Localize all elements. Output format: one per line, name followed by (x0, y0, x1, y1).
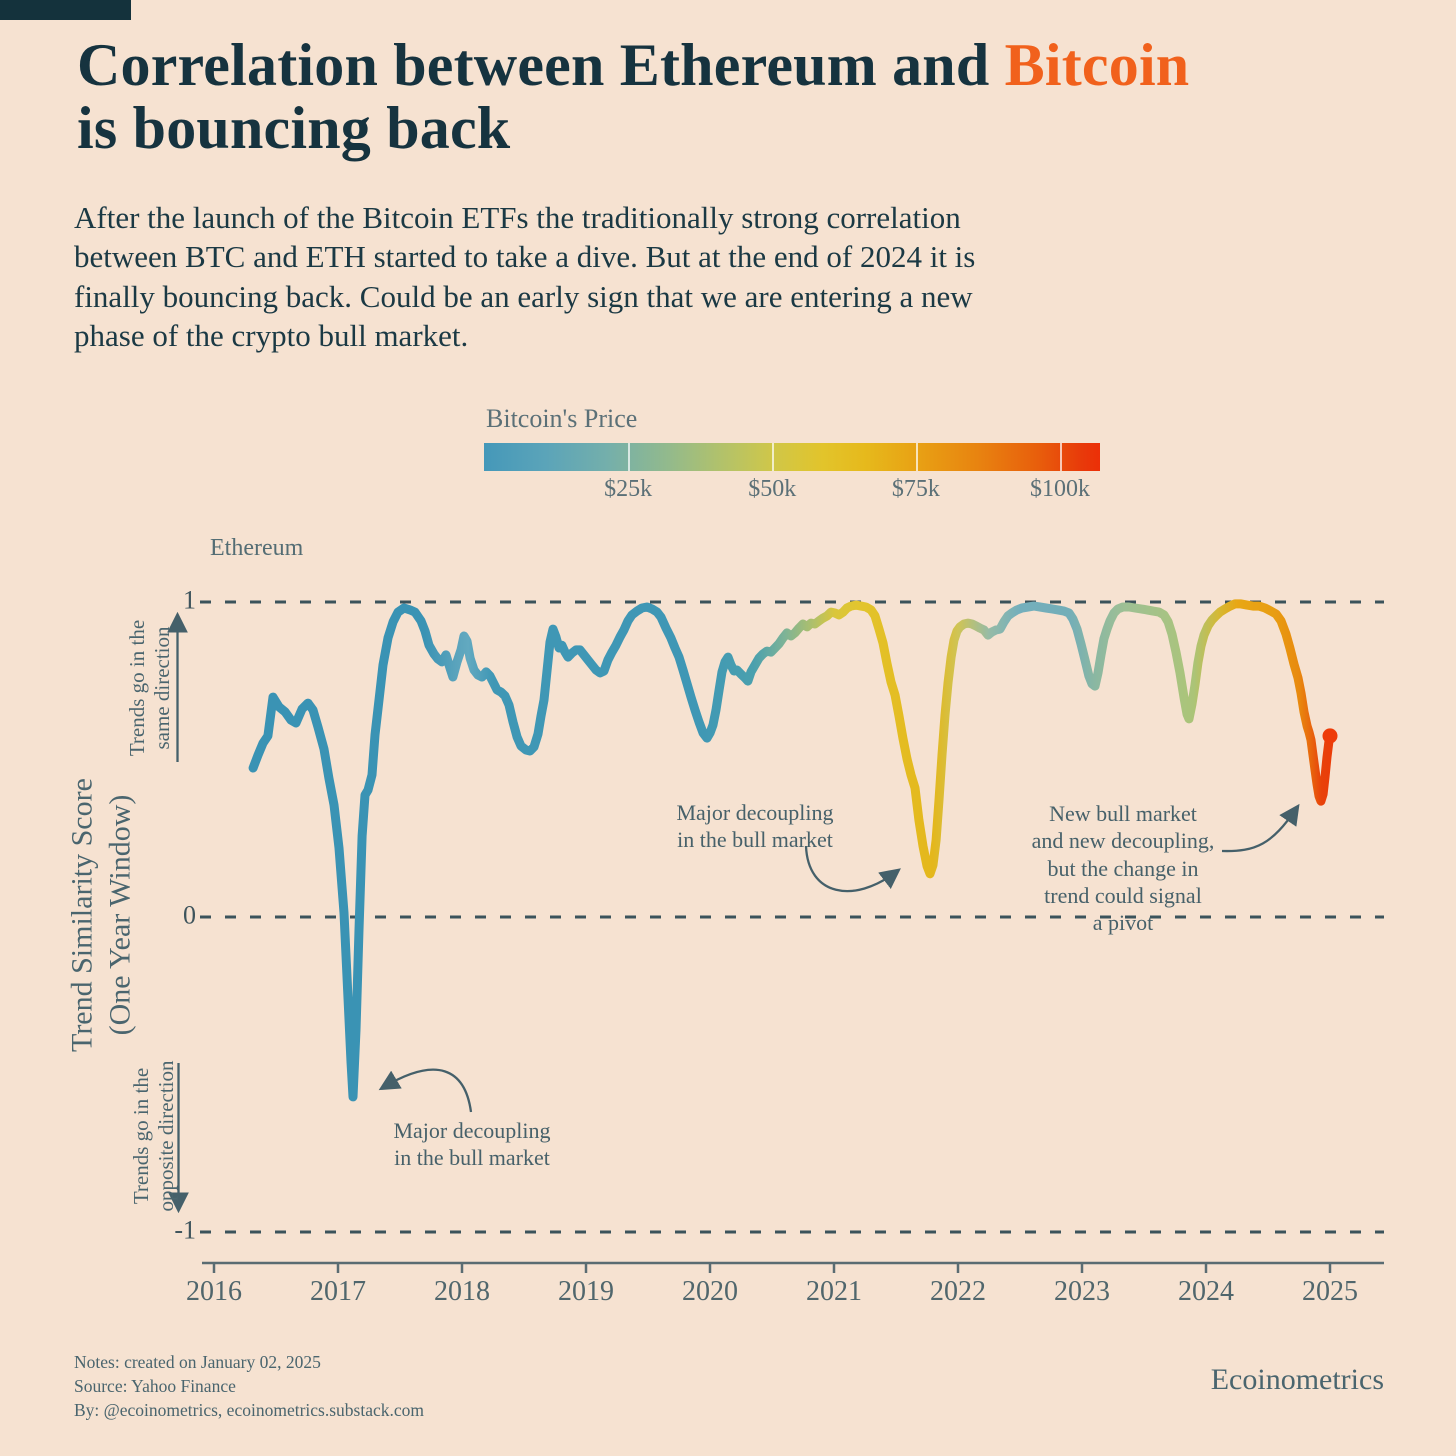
subtitle: After the launch of the Bitcoin ETFs the… (74, 200, 976, 354)
colorbar-label-$100k: $100k (1029, 476, 1090, 502)
colorbar-title: Bitcoin's Price (486, 404, 638, 433)
page-title: Correlation between Ethereum and Bitcoin… (77, 34, 1189, 160)
colorbar-label-$75k: $75k (891, 476, 940, 502)
colorbar-label-$50k: $50k (748, 476, 797, 502)
brand-corner-block (0, 0, 131, 20)
colorbar-tick-$100k (1059, 443, 1062, 471)
colorbar-tick-$50k (772, 443, 775, 471)
colorbar-tick-$25k (628, 443, 631, 471)
title-highlight: Bitcoin (1004, 32, 1190, 98)
title-text: Correlation between Ethereum and (77, 32, 1005, 98)
colorbar-gradient (484, 443, 1100, 471)
title-line2: is bouncing back (77, 95, 511, 161)
annotation-arrow-2021-dip (804, 845, 901, 893)
colorbar-label-$25k: $25k (604, 476, 653, 502)
brand-logo: Ecoinometrics (1210, 1363, 1384, 1396)
footnotes: Notes: created on January 02, 2025 Sourc… (74, 1352, 424, 1421)
annotation-arrow-2024-dip (1221, 803, 1300, 853)
similarity-line (248, 599, 1335, 1102)
x-axis (202, 1261, 1384, 1273)
colorbar-tick-$75k (915, 443, 918, 471)
line-end-dot (1322, 728, 1338, 744)
annotation-arrow-2017-dip (378, 1068, 473, 1113)
